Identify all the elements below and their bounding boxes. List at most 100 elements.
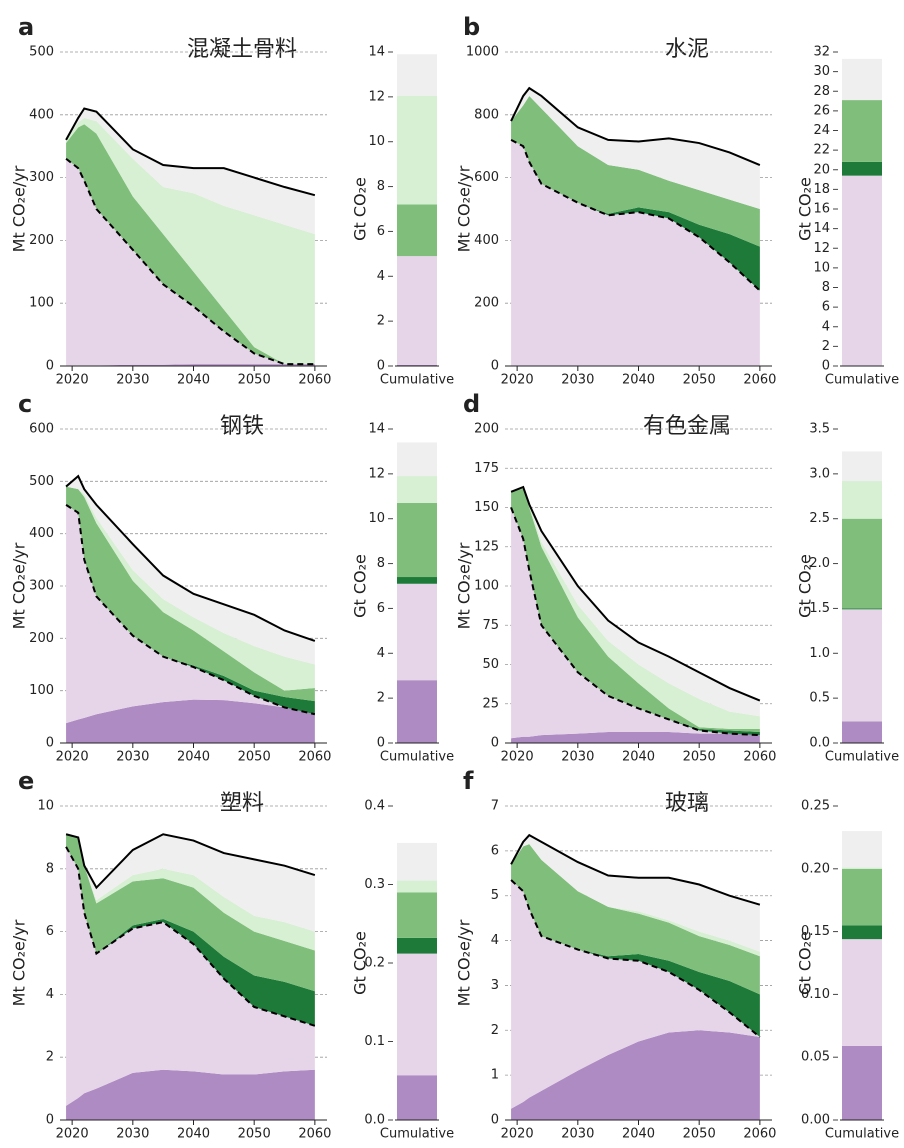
y-tick-label: 14 <box>368 422 385 437</box>
bar-segment <box>842 608 882 610</box>
x-tick-label: 2020 <box>56 373 89 388</box>
y-tick-label: 4 <box>46 987 54 1002</box>
y-tick-label: 3.0 <box>809 466 830 481</box>
y-tick-label: 125 <box>474 539 499 554</box>
panel-label: f <box>463 767 474 795</box>
y-tick-label: 0 <box>46 736 54 751</box>
bar-segment <box>842 175 882 366</box>
bar-segment <box>397 256 437 365</box>
y-tick-label: 2 <box>822 339 830 354</box>
x-tick-label: Cumulative <box>380 373 454 388</box>
y-tick-label: 2 <box>377 314 385 329</box>
x-tick-label: 2030 <box>561 750 594 765</box>
bar-segment <box>397 1075 437 1120</box>
y-tick-label: 0.25 <box>801 799 830 814</box>
x-tick-label: 2020 <box>501 1127 534 1142</box>
x-tick-label: 2060 <box>298 750 331 765</box>
area-layer <box>66 846 315 1026</box>
y-tick-label: 30 <box>813 64 830 79</box>
y-axis-label: Mt CO₂e/yr <box>455 919 474 1006</box>
y-tick-label: 100 <box>474 579 499 594</box>
y-tick-label: 0.5 <box>809 691 830 706</box>
chart-title: 有色金属 <box>643 414 731 439</box>
bar-segment <box>397 476 437 504</box>
line <box>510 833 761 906</box>
y-tick-label: 3 <box>491 978 499 993</box>
bar-segment <box>842 1045 882 1120</box>
area-layer <box>66 834 315 992</box>
x-tick-label: Cumulative <box>825 373 899 388</box>
y-tick-label: 1.5 <box>809 601 830 616</box>
bar-segment <box>842 939 882 1046</box>
y-tick-label: 1 <box>491 1068 499 1083</box>
area-layer <box>511 139 760 366</box>
x-tick-label: 2020 <box>501 750 534 765</box>
y-tick-label: 18 <box>813 182 830 197</box>
y-tick-label: 8 <box>377 179 385 194</box>
bar-segment <box>842 58 882 101</box>
bar-segment <box>842 451 882 482</box>
y-tick-label: 2 <box>46 1050 54 1065</box>
y-tick-label: 500 <box>29 45 54 60</box>
bar-segment <box>842 518 882 609</box>
y-tick-label: 4 <box>491 933 499 948</box>
y-tick-label: 400 <box>29 526 54 541</box>
y-tick-label: 200 <box>29 233 54 248</box>
x-tick-label: 2040 <box>622 750 655 765</box>
y-tick-label: 14 <box>368 45 385 60</box>
line <box>65 157 315 366</box>
bar-segment <box>397 577 437 584</box>
y-axis-label: Gt CO₂e <box>351 931 370 995</box>
y-tick-label: 25 <box>482 696 499 711</box>
panel-label: b <box>463 13 480 41</box>
y-tick-label: 0 <box>46 359 54 374</box>
y-tick-label: 8 <box>46 861 54 876</box>
area-layer <box>66 486 315 691</box>
y-axis-label: Mt CO₂e/yr <box>455 542 474 629</box>
y-tick-label: 32 <box>813 45 830 60</box>
y-tick-label: 600 <box>474 170 499 185</box>
y-axis-label: Gt CO₂e <box>351 177 370 241</box>
y-tick-label: 0 <box>377 359 385 374</box>
y-tick-label: 6 <box>377 601 385 616</box>
y-tick-label: 0.1 <box>364 1034 385 1049</box>
x-tick-label: 2060 <box>298 1127 331 1142</box>
y-tick-label: 300 <box>29 170 54 185</box>
bar-segment <box>397 953 437 1076</box>
x-tick-label: 2050 <box>238 1127 271 1142</box>
line <box>510 139 761 292</box>
y-tick-label: 3.5 <box>809 422 830 437</box>
bar-segment <box>842 925 882 940</box>
y-tick-label: 0.05 <box>801 1050 830 1065</box>
line <box>510 86 761 166</box>
y-tick-label: 0.3 <box>364 877 385 892</box>
x-tick-label: 2030 <box>116 750 149 765</box>
area-layer <box>66 486 315 702</box>
line <box>65 846 316 1027</box>
y-tick-label: 0 <box>491 736 499 751</box>
x-tick-label: 2030 <box>116 373 149 388</box>
y-axis-label: Mt CO₂e/yr <box>455 165 474 252</box>
area-layer <box>511 880 760 1038</box>
bar-segment <box>397 892 437 938</box>
y-tick-label: 0 <box>491 359 499 374</box>
y-tick-label: 2.5 <box>809 511 830 526</box>
y-axis-label: Gt CO₂e <box>796 177 815 241</box>
x-tick-label: 2050 <box>683 1127 716 1142</box>
y-tick-label: 0.10 <box>801 987 830 1002</box>
y-tick-label: 12 <box>368 466 385 481</box>
panel-label: e <box>18 767 34 795</box>
y-tick-label: 0 <box>377 736 385 751</box>
y-tick-label: 2 <box>377 691 385 706</box>
y-tick-label: 6 <box>377 224 385 239</box>
chart-title: 玻璃 <box>665 791 709 816</box>
area-layer <box>66 108 315 235</box>
y-tick-label: 10 <box>368 511 385 526</box>
x-tick-label: 2030 <box>561 373 594 388</box>
x-tick-label: 2050 <box>683 373 716 388</box>
chart-title: 塑料 <box>220 791 264 816</box>
x-tick-label: 2040 <box>622 1127 655 1142</box>
y-tick-label: 600 <box>29 422 54 437</box>
y-tick-label: 7 <box>491 799 499 814</box>
